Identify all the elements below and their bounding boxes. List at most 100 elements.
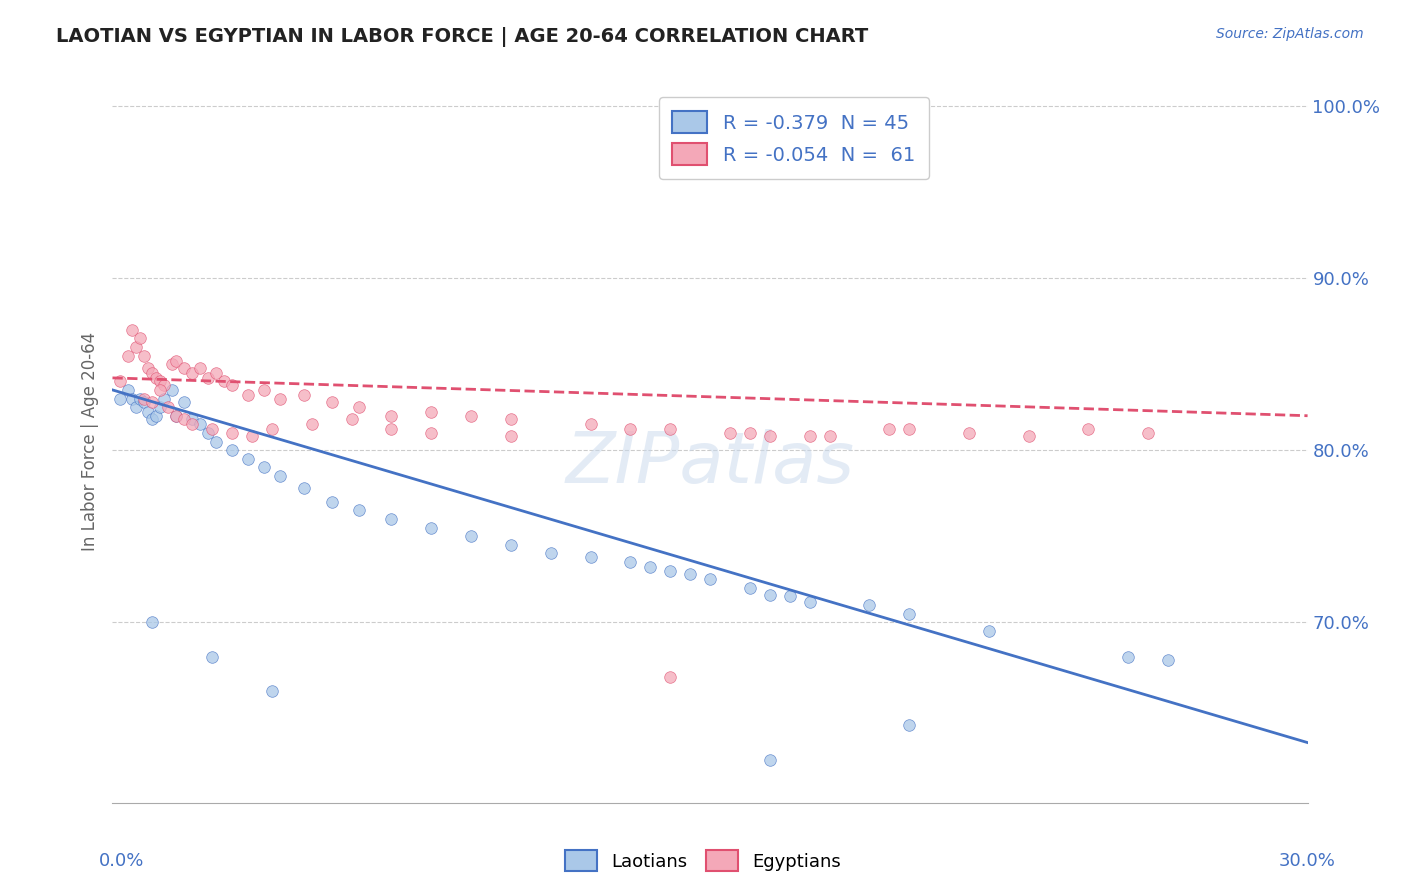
Point	[420, 405, 443, 419]
Point	[201, 422, 224, 436]
Point	[149, 375, 172, 389]
Point	[579, 549, 602, 564]
Point	[181, 366, 204, 380]
Point	[759, 429, 782, 443]
Point	[125, 340, 148, 354]
Point	[779, 590, 801, 604]
Point	[898, 422, 921, 436]
Point	[1157, 653, 1180, 667]
Point	[420, 520, 443, 534]
Legend: Laotians, Egyptians: Laotians, Egyptians	[557, 843, 849, 879]
Point	[1137, 425, 1160, 440]
Point	[380, 409, 402, 423]
Point	[149, 400, 172, 414]
Point	[499, 538, 522, 552]
Point	[240, 429, 263, 443]
Point	[499, 412, 522, 426]
Point	[718, 425, 741, 440]
Point	[162, 383, 183, 397]
Point	[977, 624, 1000, 638]
Point	[253, 460, 276, 475]
Point	[129, 392, 152, 406]
Point	[173, 412, 195, 426]
Point	[659, 670, 682, 684]
Point	[141, 615, 163, 630]
Point	[221, 377, 243, 392]
Point	[759, 588, 782, 602]
Point	[141, 395, 163, 409]
Point	[197, 371, 219, 385]
Point	[1077, 422, 1099, 436]
Point	[380, 512, 402, 526]
Point	[619, 555, 641, 569]
Point	[201, 649, 224, 664]
Point	[269, 469, 291, 483]
Point	[349, 503, 371, 517]
Text: LAOTIAN VS EGYPTIAN IN LABOR FORCE | AGE 20-64 CORRELATION CHART: LAOTIAN VS EGYPTIAN IN LABOR FORCE | AGE…	[56, 27, 869, 46]
Point	[121, 392, 143, 406]
Point	[205, 434, 228, 449]
Point	[236, 451, 259, 466]
Point	[420, 425, 443, 440]
Point	[141, 366, 163, 380]
Point	[165, 409, 187, 423]
Point	[117, 383, 139, 397]
Text: 30.0%: 30.0%	[1279, 852, 1336, 870]
Point	[292, 481, 315, 495]
Point	[205, 366, 228, 380]
Point	[1118, 649, 1140, 664]
Point	[221, 425, 243, 440]
Legend: R = -0.379  N = 45, R = -0.054  N =  61: R = -0.379 N = 45, R = -0.054 N = 61	[658, 97, 929, 179]
Point	[221, 443, 243, 458]
Point	[879, 422, 901, 436]
Point	[858, 598, 880, 612]
Point	[188, 360, 211, 375]
Point	[659, 564, 682, 578]
Point	[153, 377, 176, 392]
Point	[818, 429, 841, 443]
Point	[738, 581, 761, 595]
Point	[759, 753, 782, 767]
Point	[799, 594, 821, 608]
Point	[212, 375, 235, 389]
Point	[957, 425, 980, 440]
Point	[125, 400, 148, 414]
Point	[540, 546, 562, 560]
Point	[173, 360, 195, 375]
Point	[165, 409, 187, 423]
Point	[165, 353, 187, 368]
Point	[121, 323, 143, 337]
Point	[145, 371, 167, 385]
Point	[380, 422, 402, 436]
Point	[898, 718, 921, 732]
Point	[260, 684, 283, 698]
Point	[321, 395, 343, 409]
Point	[579, 417, 602, 432]
Point	[153, 392, 176, 406]
Point	[301, 417, 323, 432]
Point	[141, 412, 163, 426]
Point	[236, 388, 259, 402]
Point	[138, 405, 160, 419]
Point	[460, 529, 482, 543]
Point	[134, 349, 156, 363]
Point	[898, 607, 921, 621]
Point	[110, 392, 132, 406]
Point	[134, 392, 156, 406]
Point	[129, 331, 152, 345]
Point	[699, 572, 721, 586]
Point	[460, 409, 482, 423]
Text: Source: ZipAtlas.com: Source: ZipAtlas.com	[1216, 27, 1364, 41]
Point	[110, 375, 132, 389]
Point	[117, 349, 139, 363]
Point	[799, 429, 821, 443]
Point	[181, 417, 204, 432]
Point	[1018, 429, 1040, 443]
Point	[679, 567, 702, 582]
Point	[145, 409, 167, 423]
Text: 0.0%: 0.0%	[98, 852, 143, 870]
Point	[292, 388, 315, 402]
Point	[260, 422, 283, 436]
Point	[188, 417, 211, 432]
Point	[197, 425, 219, 440]
